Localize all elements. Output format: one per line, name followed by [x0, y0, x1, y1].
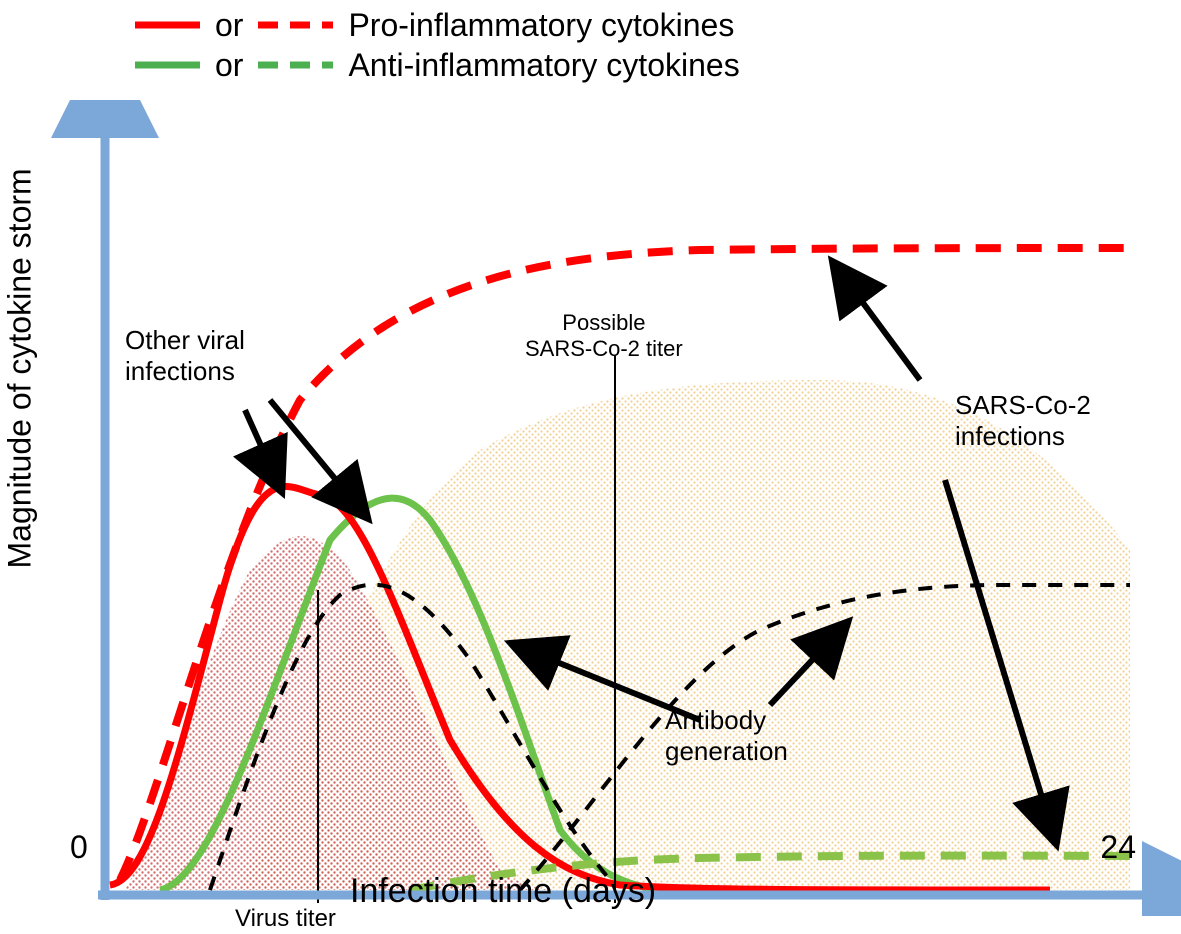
legend: or Pro-inflammatory cytokines or Anti-in…: [135, 5, 740, 85]
or-text-1: or: [215, 7, 243, 44]
antibody-label: Antibody generation: [665, 705, 788, 767]
or-text-2: or: [215, 47, 243, 84]
legend-solid-green: [135, 60, 200, 70]
legend-dashed-green: [258, 60, 333, 70]
x-tick-24: 24: [1100, 829, 1136, 866]
x-tick-0: 0: [70, 829, 88, 866]
chart-area: Magnitude of cytokine storm Infection ti…: [0, 100, 1181, 916]
other-viral-label: Other viral infections: [125, 325, 245, 387]
sars-infections-label: SARS-Co-2 infections: [955, 390, 1091, 452]
y-axis-label: Magnitude of cytokine storm: [2, 168, 39, 568]
legend-pro-label: Pro-inflammatory cytokines: [348, 7, 734, 44]
chart-svg: [0, 100, 1181, 916]
x-axis-label: Infection time (days): [350, 872, 656, 911]
virus-titer-label: Virus titer: [235, 905, 336, 934]
sars-titer-label: Possible SARS-Co-2 titer: [525, 310, 683, 363]
arrow-sars-1: [835, 265, 920, 380]
legend-row-anti: or Anti-inflammatory cytokines: [135, 45, 740, 85]
legend-anti-label: Anti-inflammatory cytokines: [348, 47, 739, 84]
legend-solid-red: [135, 20, 200, 30]
legend-row-pro: or Pro-inflammatory cytokines: [135, 5, 740, 45]
legend-dashed-red: [258, 20, 333, 30]
